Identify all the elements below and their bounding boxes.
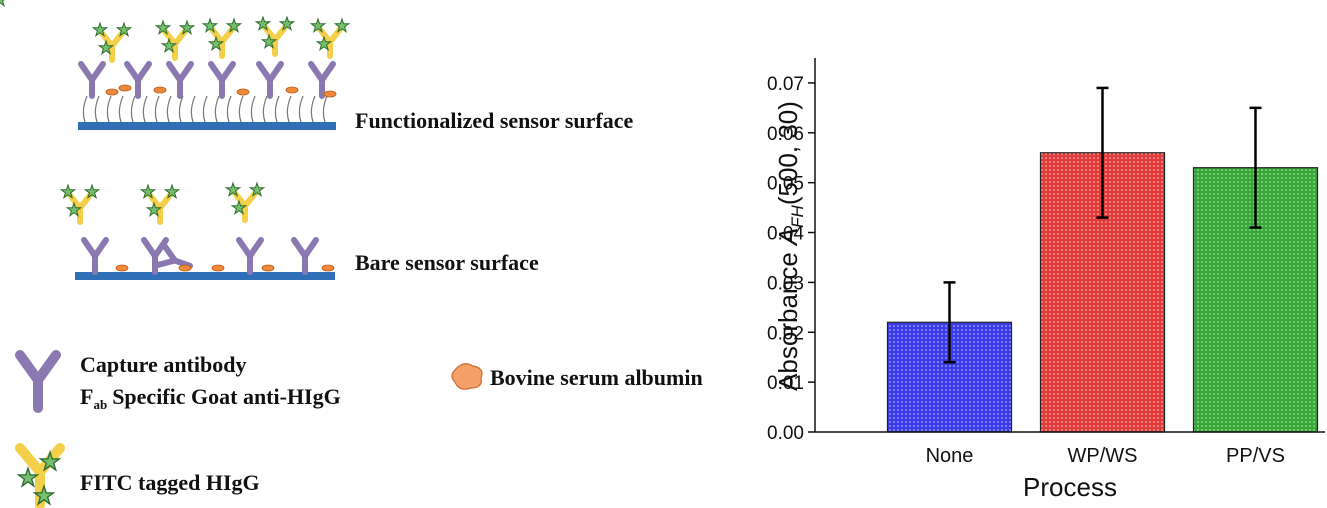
- legend-label: ab: [93, 397, 107, 412]
- y-axis-label: A: [773, 228, 803, 247]
- y-tick-label: 0.04: [767, 224, 804, 245]
- y-tick-label: 0.02: [767, 323, 804, 344]
- y-axis-label: FH: [788, 204, 807, 227]
- y-tick-label: 0.06: [767, 124, 804, 145]
- legend-icons: [0, 0, 483, 508]
- legend-label: Fab Specific Goat anti-HIgG: [80, 384, 341, 412]
- surface-label: Bare sensor surface: [355, 250, 539, 275]
- error-bar: [1249, 106, 1262, 229]
- surface-label: Functionalized sensor surface: [355, 108, 633, 133]
- y-axis-label: (500, 30): [773, 101, 803, 205]
- y-tick-label: 0.05: [767, 174, 804, 195]
- legend-label: Capture antibody: [80, 352, 246, 377]
- legend-label: FITC tagged HIgG: [80, 470, 260, 495]
- error-bar: [1096, 86, 1109, 219]
- legend-label: F: [80, 384, 93, 409]
- x-tick-label: None: [926, 445, 974, 467]
- x-tick-label: WP/WS: [1068, 445, 1138, 467]
- y-axis-label: Absorbance: [773, 252, 803, 391]
- y-axis-label: Absorbance AFH(500, 30): [773, 101, 807, 391]
- y-tick-label: 0.01: [767, 373, 804, 394]
- legend-label: Bovine serum albumin: [490, 365, 703, 390]
- bare-surface: [61, 183, 335, 280]
- functionalized-surface: [78, 17, 349, 130]
- error-bar: [943, 281, 956, 364]
- y-tick-label: 0.07: [767, 74, 804, 95]
- y-tick-label: 0.00: [767, 423, 804, 444]
- legend-label: Specific Goat anti-HIgG: [112, 384, 341, 409]
- x-axis-label: Process: [1023, 472, 1117, 502]
- y-tick-label: 0.03: [767, 273, 804, 294]
- chart: Process Absorbance AFH(500, 30) 0.00 0.01 0…: [767, 58, 1325, 502]
- x-tick-label: PP/VS: [1226, 445, 1285, 467]
